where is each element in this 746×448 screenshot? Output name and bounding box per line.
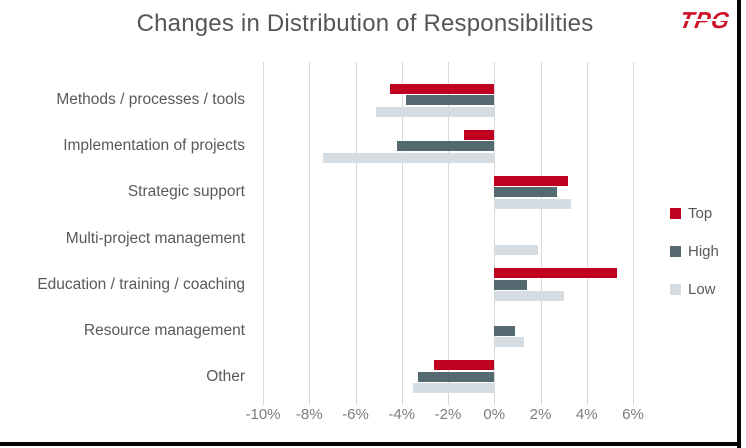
gridline: [586, 62, 588, 405]
x-axis-tick-label: -4%: [388, 406, 416, 423]
category-label: Education / training / coaching: [37, 275, 245, 293]
legend-label: Low: [688, 281, 716, 298]
border-bottom-line: [0, 442, 741, 446]
gridline: [448, 62, 449, 405]
bar-high: [406, 95, 495, 106]
x-axis-tick-label: -10%: [245, 406, 281, 423]
bar-low: [413, 383, 495, 394]
x-axis-tick-label: 4%: [575, 406, 598, 423]
bar-top: [494, 268, 617, 279]
bar-low: [376, 106, 495, 117]
gridline: [309, 62, 311, 405]
bar-high: [397, 141, 495, 152]
bar-low: [323, 152, 495, 163]
gridline: [494, 62, 496, 405]
bar-low: [494, 198, 571, 209]
bar-top: [464, 129, 495, 140]
x-axis-tick-label: 2%: [529, 406, 552, 423]
legend-item-high: High: [670, 244, 719, 259]
gridline: [401, 62, 403, 405]
x-axis-tick-label: -6%: [342, 406, 369, 423]
category-label: Resource management: [83, 321, 245, 339]
category-label: Methods / processes / tools: [56, 91, 245, 109]
bar-high: [494, 187, 557, 198]
gridline: [540, 62, 542, 405]
chart-title: Changes in Distribution of Responsibilit…: [136, 10, 594, 37]
plot-area: [263, 62, 634, 405]
legend-item-top: Top: [670, 206, 719, 221]
bar-top: [390, 83, 495, 94]
tpg-logo-slit: [678, 19, 732, 21]
bar-top: [434, 360, 495, 371]
x-axis-tick-label: -2%: [434, 406, 462, 423]
bar-high: [494, 279, 527, 290]
gridline: [633, 62, 634, 405]
gridline: [263, 62, 264, 405]
legend-label: Top: [688, 205, 713, 222]
bar-high: [417, 371, 495, 382]
bar-low: [494, 245, 539, 255]
legend-label: High: [688, 243, 719, 260]
border-right-line: [737, 0, 741, 448]
category-label: Other: [206, 367, 245, 385]
category-label: Implementation of projects: [63, 137, 245, 155]
gridline: [355, 62, 357, 405]
tpg-logo: TPG: [678, 7, 733, 33]
legend-swatch-high: [670, 246, 681, 257]
x-axis-tick-label: 6%: [622, 406, 644, 423]
bar-high: [494, 325, 516, 336]
legend-item-low: Low: [670, 282, 719, 297]
category-label: Strategic support: [127, 183, 245, 201]
legend-swatch-low: [670, 284, 681, 295]
legend-swatch-top: [670, 208, 681, 219]
bar-top: [494, 175, 569, 186]
bar-low: [494, 337, 525, 348]
bars-layer: [263, 77, 633, 400]
bar-low: [494, 291, 564, 302]
x-axis-tick-label: 0%: [483, 406, 506, 423]
category-label: Multi-project management: [65, 229, 245, 247]
x-axis-tick-label: -8%: [295, 406, 323, 423]
legend: Top High Low: [670, 206, 719, 320]
